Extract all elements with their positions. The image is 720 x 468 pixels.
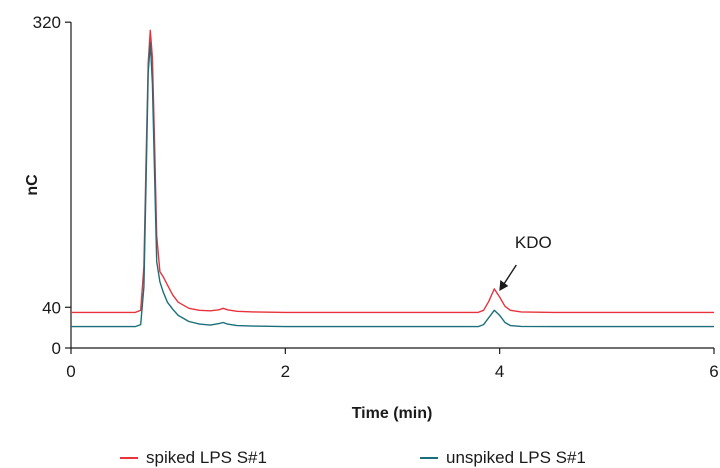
- x-tick-label: 0: [66, 362, 75, 381]
- legend-item-unspiked: unspiked LPS S#1: [420, 448, 586, 468]
- y-tick-label: 320: [33, 13, 61, 32]
- y-axis-title: nC: [24, 174, 41, 196]
- legend-swatch-unspiked: [420, 457, 438, 459]
- annotation-layer: KDO: [499, 233, 552, 291]
- x-axis-title: Time (min): [352, 405, 433, 422]
- series-line-unspiked: [71, 41, 714, 328]
- x-tick-label: 2: [281, 362, 290, 381]
- y-tick-label: 40: [42, 298, 61, 317]
- kdo-annotation-label: KDO: [515, 233, 552, 252]
- series-layer: [71, 29, 714, 328]
- axes: 0 2 4 6 0 40 320: [33, 13, 719, 381]
- x-tick-label: 4: [495, 362, 504, 381]
- legend-item-spiked: spiked LPS S#1: [120, 448, 267, 468]
- x-tick-label: 6: [709, 362, 718, 381]
- chromatogram-chart: 0 2 4 6 0 40 320 KDO Time (min) nC: [24, 13, 719, 422]
- series-line-spiked: [71, 29, 714, 314]
- y-tick-label: 0: [52, 339, 61, 358]
- kdo-arrow-head: [499, 279, 509, 291]
- legend-swatch-spiked: [120, 457, 138, 459]
- legend-label-unspiked: unspiked LPS S#1: [446, 448, 586, 467]
- legend-label-spiked: spiked LPS S#1: [146, 448, 267, 467]
- legend: spiked LPS S#1 unspiked LPS S#1: [0, 448, 720, 468]
- kdo-arrow-line: [502, 264, 517, 286]
